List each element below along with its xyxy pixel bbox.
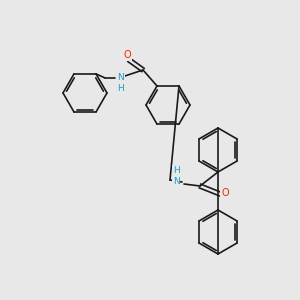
- Text: O: O: [221, 188, 229, 198]
- Text: O: O: [123, 50, 131, 60]
- Text: H
N: H N: [172, 166, 179, 186]
- Text: N
H: N H: [118, 73, 124, 93]
